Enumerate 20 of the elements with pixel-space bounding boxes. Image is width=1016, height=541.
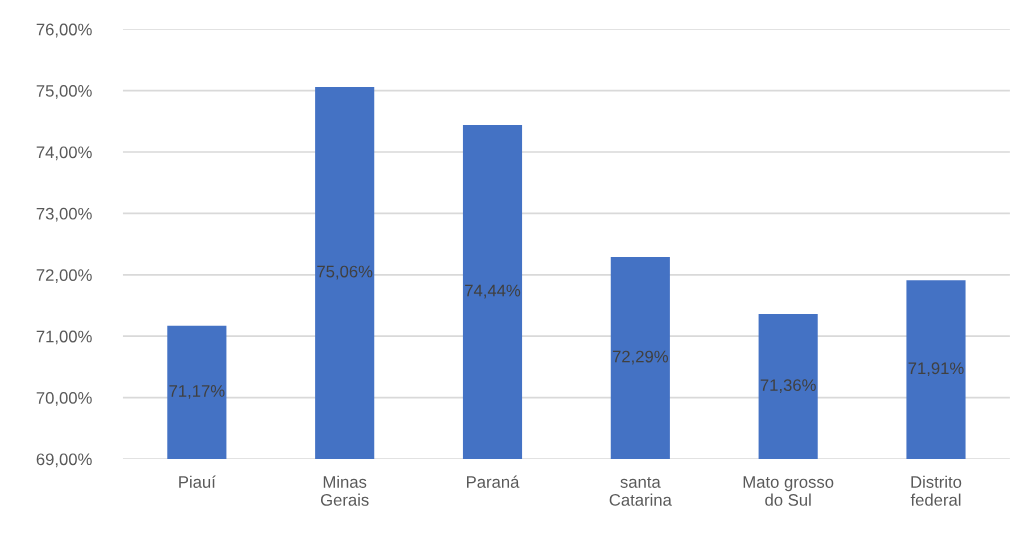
y-tick-label: 76,00% <box>36 23 92 38</box>
x-tick-label: Piauí <box>179 475 216 488</box>
data-label: 71,91% <box>908 362 964 377</box>
x-tick-label: Paraná <box>467 475 520 488</box>
y-tick-label: 74,00% <box>36 146 92 161</box>
data-label: 72,29% <box>612 350 669 365</box>
x-tick-label: Minas Gerais <box>320 475 369 506</box>
x-tick-label: santa Catarina <box>609 476 672 506</box>
data-label: 74,44% <box>465 284 521 299</box>
y-tick-label: 71,00% <box>36 330 92 345</box>
x-tick-label: Distrito federal <box>910 475 962 506</box>
data-label: 71,17% <box>169 385 225 399</box>
y-tick-label: 70,00% <box>36 391 92 406</box>
y-tick-label: 72,00% <box>36 269 92 283</box>
data-label: 71,36% <box>760 379 816 393</box>
y-tick-label: 75,00% <box>36 85 92 99</box>
y-tick-label: 69,00% <box>36 453 92 468</box>
x-tick-label: Mato grosso do Sul <box>743 476 834 506</box>
y-tick-label: 73,00% <box>36 207 92 222</box>
data-label: 75,06% <box>317 265 373 280</box>
